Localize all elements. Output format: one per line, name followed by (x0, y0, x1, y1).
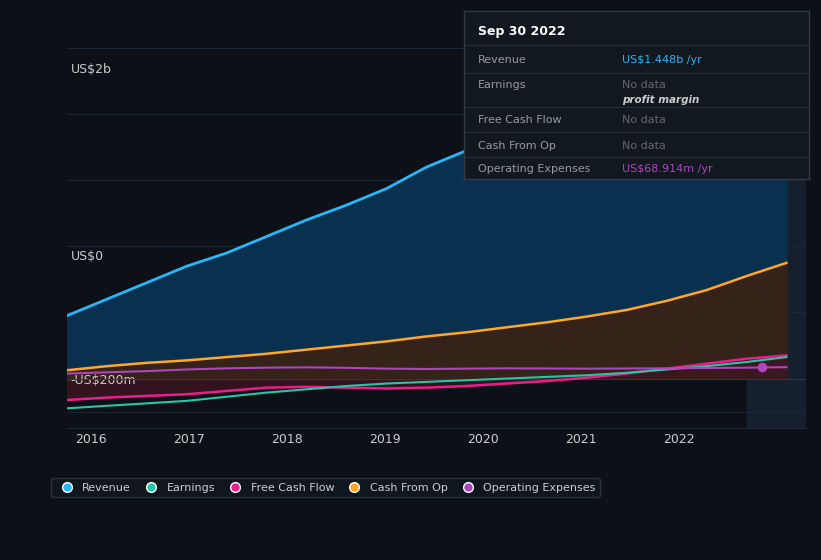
Text: Sep 30 2022: Sep 30 2022 (478, 25, 565, 38)
Text: No data: No data (622, 80, 667, 90)
Text: US$2b: US$2b (71, 63, 112, 76)
Text: Operating Expenses: Operating Expenses (478, 164, 590, 174)
Legend: Revenue, Earnings, Free Cash Flow, Cash From Op, Operating Expenses: Revenue, Earnings, Free Cash Flow, Cash … (51, 478, 600, 497)
Text: No data: No data (622, 141, 667, 151)
Text: Cash From Op: Cash From Op (478, 141, 556, 151)
Text: Revenue: Revenue (478, 55, 526, 65)
Text: -US$200m: -US$200m (71, 374, 136, 387)
Text: No data: No data (622, 115, 667, 125)
Text: US$0: US$0 (71, 250, 103, 263)
Text: profit margin: profit margin (622, 95, 699, 105)
Text: Free Cash Flow: Free Cash Flow (478, 115, 562, 125)
Text: Earnings: Earnings (478, 80, 526, 90)
Text: US$68.914m /yr: US$68.914m /yr (622, 164, 713, 174)
Text: US$1.448b /yr: US$1.448b /yr (622, 55, 702, 65)
Bar (747, 15, 806, 428)
